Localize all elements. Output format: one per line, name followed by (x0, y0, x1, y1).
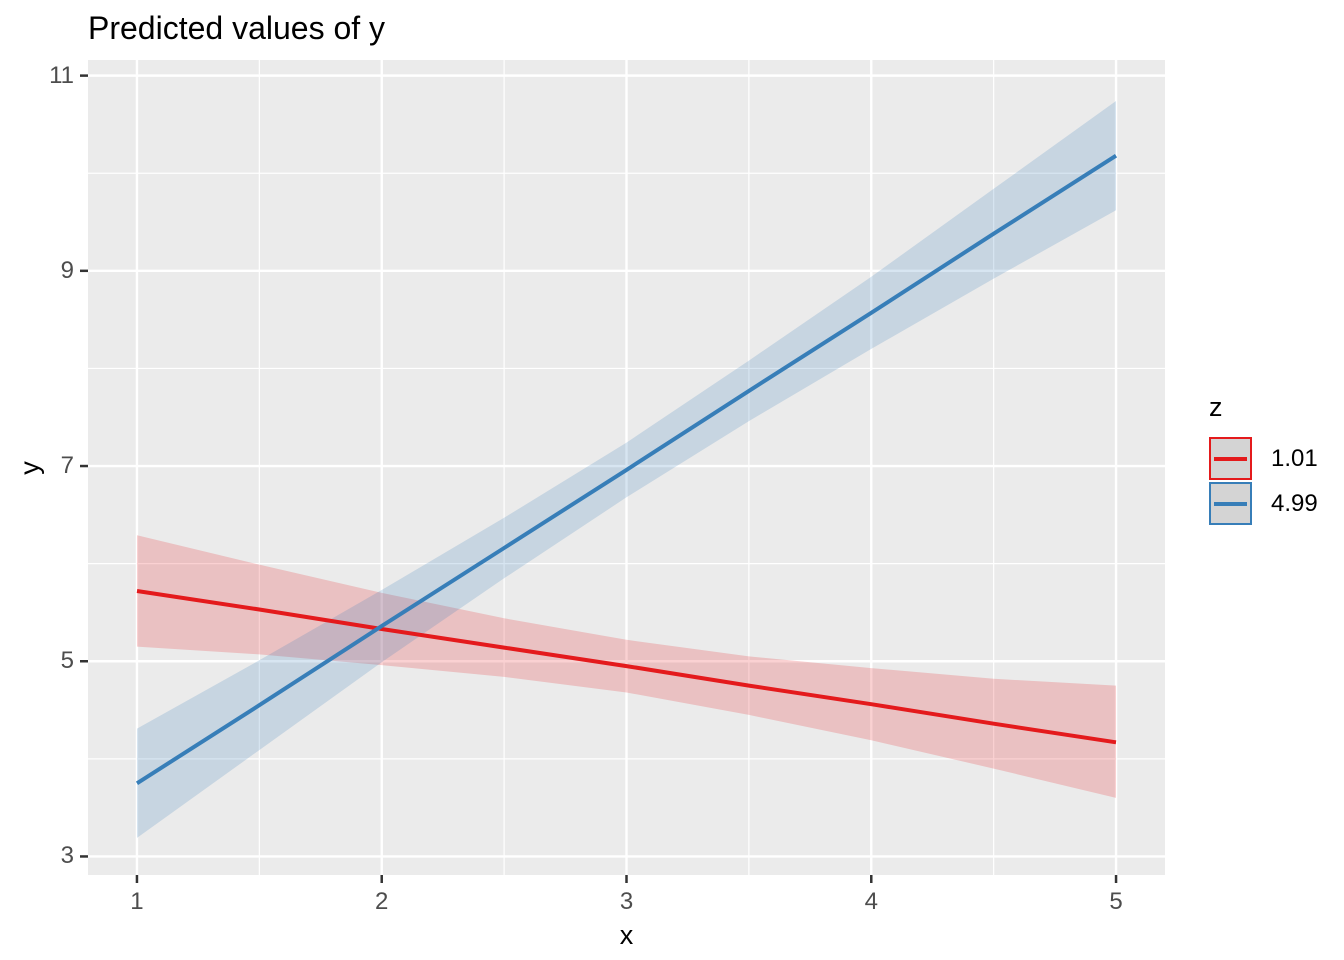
legend-key-line-icon (1214, 501, 1247, 506)
legend-key-line-icon (1214, 456, 1247, 461)
y-axis-label: y (14, 460, 45, 475)
y-tick-label: 7 (60, 452, 74, 480)
x-tick-label: 4 (864, 888, 878, 915)
y-tick-label: 5 (60, 647, 74, 675)
x-tick-label: 5 (1109, 888, 1123, 915)
series-line (135, 154, 1118, 785)
legend-items: 1.01 4.99 (1209, 437, 1318, 525)
legend-key (1209, 482, 1252, 525)
x-axis-label: x (619, 920, 634, 950)
y-tick-label: 3 (60, 842, 74, 870)
legend-label: 4.99 (1271, 489, 1318, 517)
series-line (136, 589, 1117, 745)
x-tick-label: 2 (375, 888, 389, 915)
legend-title: z (1209, 392, 1223, 422)
x-tick-label: 1 (130, 888, 144, 915)
legend-key (1209, 437, 1252, 480)
y-tick-label: 9 (60, 256, 74, 284)
y-tick-label: 11 (49, 61, 74, 89)
legend: z 1.01 4.99 (1209, 392, 1318, 527)
legend-label: 1.01 (1271, 444, 1318, 472)
x-tick-label: 3 (619, 888, 634, 915)
legend-item: 1.01 (1209, 437, 1318, 480)
legend-item: 4.99 (1209, 482, 1318, 525)
chart-title: Predicted values of y (88, 10, 386, 46)
